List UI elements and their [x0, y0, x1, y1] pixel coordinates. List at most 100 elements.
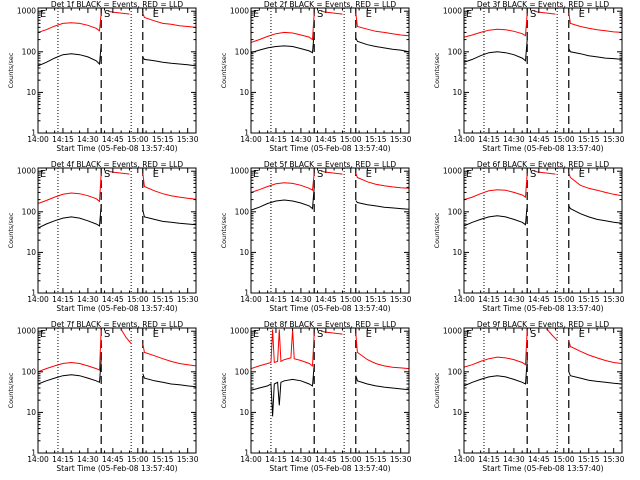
region-label: S: [317, 329, 323, 340]
y-tick-label: 100: [22, 207, 37, 216]
plot-frame: [37, 327, 197, 454]
lld-series-line: [355, 172, 409, 189]
series-group: [251, 10, 409, 54]
x-tick-label: 15:30: [603, 135, 625, 144]
x-tick-label: 14:45: [528, 295, 550, 304]
lld-series-line: [464, 329, 528, 368]
plot-frame: [463, 167, 623, 294]
panel-title: Det 8f BLACK = Events, RED = LLD: [264, 320, 397, 329]
panel-title: Det 7f BLACK = Events, RED = LLD: [51, 320, 184, 329]
x-axis-label: Start Time (05-Feb-08 13:57:40): [269, 144, 390, 153]
events-series-line: [142, 209, 196, 226]
x-tick-label: 14:30: [77, 135, 99, 144]
lld-series-line: [568, 340, 622, 364]
y-tick-label: 10: [26, 248, 36, 257]
series-group: [464, 329, 622, 387]
plot-frame: [37, 167, 197, 294]
x-tick-label: 15:30: [603, 455, 625, 464]
x-axis-label: Start Time (05-Feb-08 13:57:40): [482, 464, 603, 473]
y-axis-label: Counts/sec: [7, 372, 15, 408]
events-series-line: [464, 39, 528, 63]
lld-series-line: [320, 170, 343, 175]
series-group: [38, 170, 196, 229]
y-tick-label: 1000: [17, 167, 36, 176]
panel-title: Det 6f BLACK = Events, RED = LLD: [477, 160, 610, 169]
events-series-line: [355, 375, 409, 391]
x-tick-label: 14:30: [290, 295, 312, 304]
lld-series-line: [464, 13, 528, 38]
events-series-line: [568, 48, 622, 60]
lld-series-line: [38, 13, 102, 33]
events-series-line: [568, 371, 622, 385]
x-tick-label: 14:15: [478, 295, 500, 304]
x-tick-label: 14:30: [503, 295, 525, 304]
y-tick-label: 100: [235, 207, 250, 216]
x-axis-label: Start Time (05-Feb-08 13:57:40): [56, 304, 177, 313]
x-tick-label: 14:15: [478, 455, 500, 464]
lld-series-line: [251, 329, 315, 370]
x-tick-label: 14:30: [290, 455, 312, 464]
lld-series-line: [546, 329, 558, 341]
lld-series-line: [568, 172, 622, 197]
x-tick-label: 14:00: [240, 455, 262, 464]
region-label: S: [104, 169, 110, 180]
y-tick-label: 100: [22, 367, 37, 376]
lld-series-line: [533, 170, 556, 175]
x-tick-label: 15:15: [152, 135, 174, 144]
events-series-line: [355, 200, 409, 210]
y-tick-label: 1000: [230, 7, 249, 16]
y-tick-label: 10: [452, 248, 462, 257]
region-label: S: [104, 9, 110, 20]
x-tick-label: 14:00: [453, 135, 475, 144]
y-tick-label: 1: [244, 129, 249, 138]
x-tick-label: 14:15: [265, 295, 287, 304]
plot-frame: [250, 167, 410, 294]
x-tick-label: 15:15: [365, 135, 387, 144]
y-axis-label: Counts/sec: [220, 52, 228, 88]
panel-title: Det 4f BLACK = Events, RED = LLD: [51, 160, 184, 169]
region-label: E: [40, 169, 46, 180]
y-tick-label: 100: [448, 367, 463, 376]
y-tick-label: 10: [239, 408, 249, 417]
y-tick-label: 1: [31, 449, 36, 458]
x-tick-label: 15:30: [177, 455, 199, 464]
plot-frame: [37, 7, 197, 134]
x-axis-label: Start Time (05-Feb-08 13:57:40): [269, 464, 390, 473]
y-tick-label: 1000: [17, 327, 36, 336]
region-label: S: [530, 329, 536, 340]
lld-series-line: [142, 343, 196, 367]
x-tick-label: 14:00: [240, 295, 262, 304]
x-tick-label: 14:15: [478, 135, 500, 144]
y-tick-label: 10: [452, 408, 462, 417]
y-tick-label: 1: [457, 449, 462, 458]
region-label: E: [466, 9, 472, 20]
region-label: E: [579, 169, 585, 180]
y-tick-label: 1000: [443, 167, 462, 176]
lld-series-line: [533, 10, 556, 15]
x-tick-label: 14:00: [27, 295, 49, 304]
lld-series-line: [38, 173, 102, 204]
region-label: E: [153, 329, 159, 340]
y-tick-label: 100: [235, 47, 250, 56]
x-tick-label: 15:30: [390, 295, 412, 304]
y-tick-label: 10: [452, 88, 462, 97]
x-tick-label: 14:30: [290, 135, 312, 144]
x-tick-label: 14:45: [315, 455, 337, 464]
region-label: E: [153, 9, 159, 20]
x-tick-label: 15:30: [390, 135, 412, 144]
region-label: E: [40, 9, 46, 20]
x-tick-label: 14:45: [102, 135, 124, 144]
x-tick-label: 15:00: [127, 295, 149, 304]
events-series-line: [38, 204, 102, 229]
series-group: [38, 10, 196, 67]
x-axis-label: Start Time (05-Feb-08 13:57:40): [56, 144, 177, 153]
y-axis-label: Counts/sec: [220, 372, 228, 408]
lld-series-line: [107, 170, 130, 175]
region-label: E: [366, 329, 372, 340]
y-tick-label: 1: [31, 289, 36, 298]
lld-series-line: [568, 13, 622, 33]
